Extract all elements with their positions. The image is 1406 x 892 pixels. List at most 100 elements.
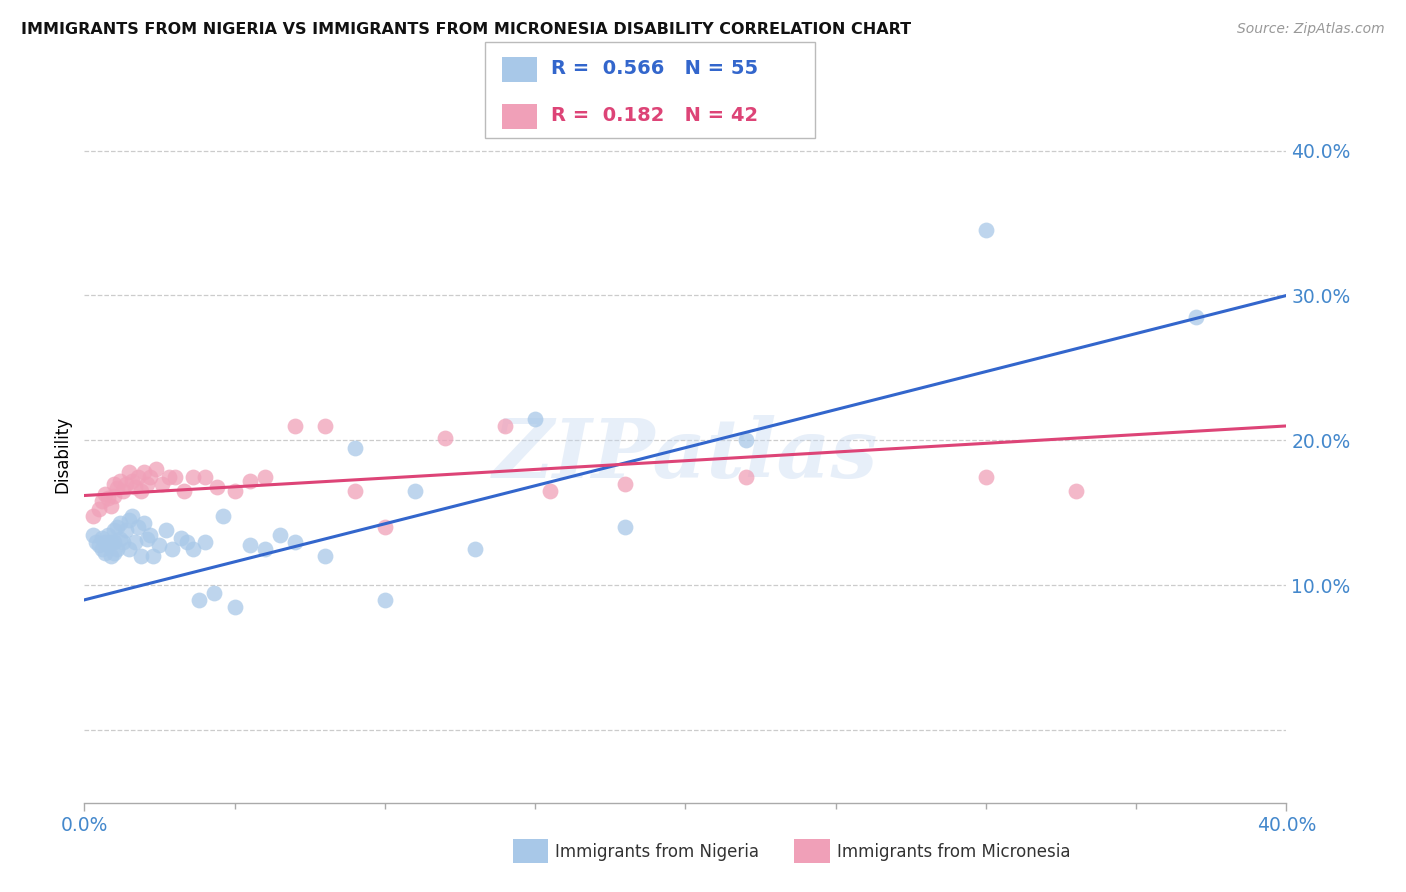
Text: Immigrants from Nigeria: Immigrants from Nigeria	[555, 843, 759, 861]
Point	[91, 531, 114, 545]
Point	[136, 476, 159, 491]
Point	[145, 462, 167, 476]
Point	[94, 534, 117, 549]
Point	[1185, 310, 1208, 325]
Point	[181, 542, 204, 557]
Point	[343, 441, 366, 455]
Point	[239, 474, 262, 488]
Point	[614, 476, 637, 491]
Point	[434, 430, 457, 444]
Point	[974, 469, 997, 483]
Point	[974, 223, 997, 237]
Text: IMMIGRANTS FROM NIGERIA VS IMMIGRANTS FROM MICRONESIA DISABILITY CORRELATION CHA: IMMIGRANTS FROM NIGERIA VS IMMIGRANTS FR…	[21, 22, 911, 37]
Point	[91, 494, 114, 508]
Point	[131, 484, 153, 499]
Point	[169, 531, 191, 545]
Point	[112, 534, 135, 549]
Point	[100, 549, 122, 564]
Point	[103, 546, 125, 561]
Point	[314, 549, 336, 564]
Point	[91, 542, 114, 557]
Y-axis label: Disability: Disability	[53, 417, 72, 493]
Point	[82, 527, 104, 541]
Text: ZIPatlas: ZIPatlas	[492, 415, 879, 495]
Point	[103, 476, 125, 491]
Point	[155, 523, 177, 537]
Point	[89, 501, 111, 516]
Point	[253, 542, 276, 557]
Text: Immigrants from Micronesia: Immigrants from Micronesia	[837, 843, 1070, 861]
Point	[160, 542, 183, 557]
Point	[142, 549, 165, 564]
Point	[97, 527, 120, 541]
Point	[734, 434, 756, 448]
Point	[107, 481, 129, 495]
Point	[118, 466, 141, 480]
Point	[112, 484, 135, 499]
Point	[134, 516, 156, 530]
Point	[127, 469, 149, 483]
Point	[284, 419, 307, 434]
Point	[202, 585, 225, 599]
Point	[614, 520, 637, 534]
Point	[374, 520, 396, 534]
Point	[94, 487, 117, 501]
Point	[82, 508, 104, 523]
Point	[124, 534, 146, 549]
Text: Source: ZipAtlas.com: Source: ZipAtlas.com	[1237, 22, 1385, 37]
Text: R =  0.182   N = 42: R = 0.182 N = 42	[551, 105, 758, 125]
Point	[118, 542, 141, 557]
Point	[224, 600, 246, 615]
Point	[107, 520, 129, 534]
Point	[89, 538, 111, 552]
Point	[110, 532, 132, 546]
Point	[152, 476, 174, 491]
Point	[121, 474, 143, 488]
Point	[110, 474, 132, 488]
Point	[464, 542, 486, 557]
Point	[173, 484, 195, 499]
Point	[239, 538, 262, 552]
Point	[211, 508, 233, 523]
Point	[224, 484, 246, 499]
Point	[734, 469, 756, 483]
Point	[107, 542, 129, 557]
Point	[86, 534, 108, 549]
Point	[103, 523, 125, 537]
Point	[194, 469, 217, 483]
Point	[314, 419, 336, 434]
Point	[139, 527, 162, 541]
Point	[148, 538, 170, 552]
Point	[374, 592, 396, 607]
Point	[1064, 484, 1087, 499]
Point	[103, 534, 125, 549]
Point	[269, 527, 291, 541]
Point	[124, 480, 146, 494]
Point	[115, 476, 138, 491]
Point	[127, 520, 149, 534]
Point	[139, 469, 162, 483]
Point	[284, 534, 307, 549]
Point	[343, 484, 366, 499]
Point	[205, 480, 228, 494]
Point	[100, 499, 122, 513]
Point	[494, 419, 516, 434]
Point	[121, 508, 143, 523]
Point	[187, 592, 209, 607]
Point	[163, 469, 186, 483]
Point	[118, 513, 141, 527]
Point	[134, 466, 156, 480]
Point	[97, 538, 120, 552]
Point	[100, 534, 122, 549]
Point	[94, 546, 117, 561]
Point	[181, 469, 204, 483]
Point	[538, 484, 561, 499]
Point	[131, 549, 153, 564]
Point	[157, 469, 180, 483]
Point	[103, 489, 125, 503]
Point	[176, 534, 198, 549]
Point	[524, 411, 547, 425]
Point	[110, 516, 132, 530]
Point	[136, 532, 159, 546]
Point	[253, 469, 276, 483]
